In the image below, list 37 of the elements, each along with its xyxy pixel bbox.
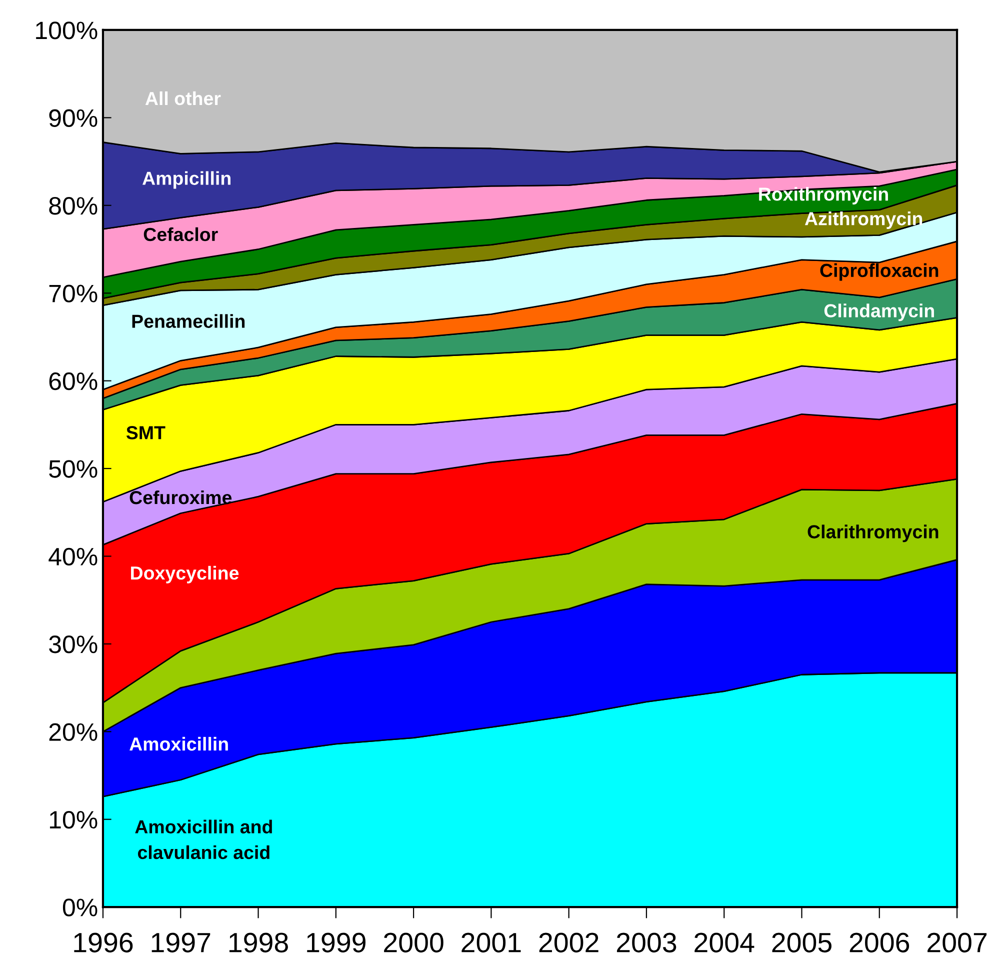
series-label: Ampicillin xyxy=(142,171,230,189)
series-label: SMT xyxy=(126,426,166,440)
y-tick-label: 20% xyxy=(49,723,98,741)
series-label: Ciprofloxacin xyxy=(820,263,938,281)
x-tick-label: 1999 xyxy=(307,932,366,952)
series-label: Clarithromycin xyxy=(808,524,938,542)
y-tick-label: 70% xyxy=(49,284,98,302)
x-tick-label: 2000 xyxy=(384,932,444,952)
series-label: Cefuroxime xyxy=(130,490,232,504)
y-tick-label: 80% xyxy=(49,196,98,215)
y-tick-label: 100% xyxy=(36,22,98,40)
y-tick-label: 60% xyxy=(49,372,98,390)
y-tick-label: 90% xyxy=(49,109,98,127)
x-tick-label: 2007 xyxy=(928,932,987,952)
x-tick-label: 2001 xyxy=(462,932,521,952)
y-tick-label: 10% xyxy=(50,810,98,829)
series-label: Amoxicillin and clavulanic acid xyxy=(135,820,272,860)
y-tick-label: 40% xyxy=(48,548,98,566)
y-tick-label: 50% xyxy=(49,460,98,478)
series-label: Amoxicillin xyxy=(130,736,228,751)
series-label: Cefaclor xyxy=(144,227,218,242)
x-tick-label: 1996 xyxy=(74,932,133,952)
x-tick-label: 1997 xyxy=(152,932,210,952)
series-label: Clindamycin xyxy=(824,304,934,322)
y-tick-label: 30% xyxy=(49,636,98,654)
series-label: Penamecillin xyxy=(132,314,245,328)
x-tick-label: 1998 xyxy=(229,932,288,952)
series-label: Doxycycline xyxy=(131,566,239,584)
x-tick-label: 2003 xyxy=(616,932,676,952)
x-tick-label: 2004 xyxy=(694,932,754,952)
series-label: Azithromycin xyxy=(804,212,922,230)
series-label: All other xyxy=(145,91,221,106)
x-tick-label: 2006 xyxy=(850,932,910,952)
x-tick-label: 2005 xyxy=(772,932,832,952)
series-label: Roxithromycin xyxy=(759,187,888,204)
y-tick-label: 0% xyxy=(62,898,98,916)
x-tick-label: 2002 xyxy=(539,932,598,952)
